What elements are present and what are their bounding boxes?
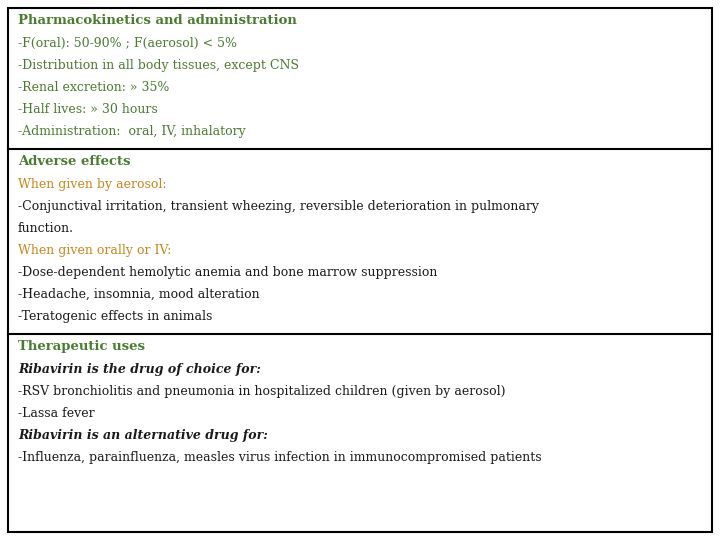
Text: function.: function. (18, 222, 74, 235)
Text: -Administration:  oral, IV, inhalatory: -Administration: oral, IV, inhalatory (18, 125, 246, 138)
Text: Therapeutic uses: Therapeutic uses (18, 340, 145, 353)
Text: -Lassa fever: -Lassa fever (18, 407, 94, 420)
Text: Adverse effects: Adverse effects (18, 155, 130, 168)
Text: -Renal excretion: » 35%: -Renal excretion: » 35% (18, 81, 169, 94)
Text: -Dose-dependent hemolytic anemia and bone marrow suppression: -Dose-dependent hemolytic anemia and bon… (18, 266, 437, 279)
Text: -RSV bronchiolitis and pneumonia in hospitalized children (given by aerosol): -RSV bronchiolitis and pneumonia in hosp… (18, 385, 505, 398)
Text: Pharmacokinetics and administration: Pharmacokinetics and administration (18, 14, 297, 27)
Text: -Influenza, parainfluenza, measles virus infection in immunocompromised patients: -Influenza, parainfluenza, measles virus… (18, 451, 541, 464)
Text: -F(oral): 50-90% ; F(aerosol) < 5%: -F(oral): 50-90% ; F(aerosol) < 5% (18, 37, 237, 50)
Text: -Distribution in all body tissues, except CNS: -Distribution in all body tissues, excep… (18, 59, 299, 72)
Text: -Headache, insomnia, mood alteration: -Headache, insomnia, mood alteration (18, 288, 260, 301)
Text: -Half lives: » 30 hours: -Half lives: » 30 hours (18, 103, 158, 116)
Text: When given by aerosol:: When given by aerosol: (18, 178, 166, 191)
Text: Ribavirin is the drug of choice for:: Ribavirin is the drug of choice for: (18, 363, 261, 376)
Text: Ribavirin is an alternative drug for:: Ribavirin is an alternative drug for: (18, 429, 268, 442)
Text: When given orally or IV:: When given orally or IV: (18, 244, 171, 257)
Text: -Conjunctival irritation, transient wheezing, reversible deterioration in pulmon: -Conjunctival irritation, transient whee… (18, 200, 539, 213)
Text: -Teratogenic effects in animals: -Teratogenic effects in animals (18, 310, 212, 323)
